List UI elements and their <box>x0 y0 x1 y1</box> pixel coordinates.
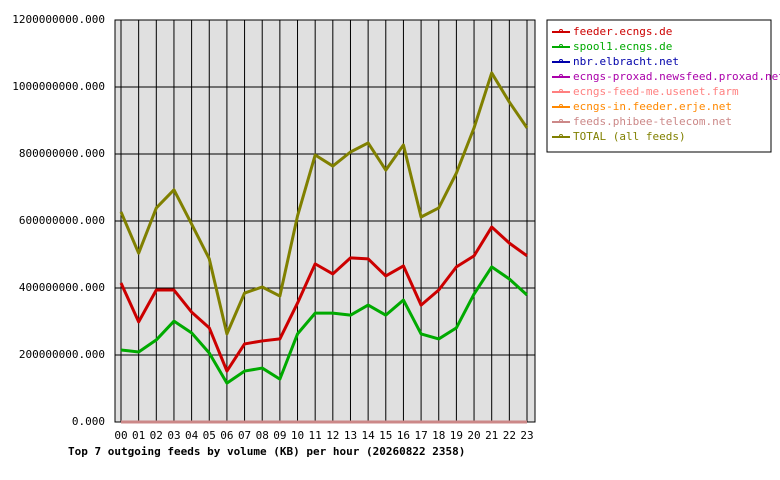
legend-marker <box>559 59 563 63</box>
x-tick-label: 10 <box>291 429 304 442</box>
legend-label: ecngs-feed-me.usenet.farm <box>573 85 739 98</box>
x-tick-label: 08 <box>256 429 269 442</box>
legend-label: ecngs-in.feeder.erje.net <box>573 100 732 113</box>
x-tick-label: 16 <box>397 429 410 442</box>
legend-label: TOTAL (all feeds) <box>573 130 686 143</box>
y-tick-label: 0.000 <box>72 415 105 428</box>
legend-marker <box>559 119 563 123</box>
x-tick-label: 01 <box>132 429 145 442</box>
legend-label: ecngs-proxad.newsfeed.proxad.net <box>573 70 780 83</box>
x-tick-label: 20 <box>467 429 480 442</box>
y-tick-label: 600000000.000 <box>19 214 105 227</box>
x-tick-label: 15 <box>379 429 392 442</box>
y-tick-label: 800000000.000 <box>19 147 105 160</box>
x-tick-label: 12 <box>326 429 339 442</box>
series-line <box>119 225 528 373</box>
x-tick-label: 14 <box>362 429 376 442</box>
series-line <box>120 265 529 385</box>
y-tick-label: 400000000.000 <box>19 281 105 294</box>
x-tick-label: 23 <box>520 429 533 442</box>
series-line <box>119 71 529 336</box>
x-tick-label: 07 <box>238 429 251 442</box>
x-tick-label: 06 <box>220 429 233 442</box>
x-tick-label: 13 <box>344 429 357 442</box>
legend-box <box>546 19 772 153</box>
x-tick-label: 11 <box>309 429 322 442</box>
legend-label: nbr.elbracht.net <box>573 55 679 68</box>
x-tick-label: 02 <box>150 429 163 442</box>
x-tick-label: 17 <box>414 429 427 442</box>
x-tick-label: 00 <box>114 429 127 442</box>
legend-marker <box>559 134 563 138</box>
legend-marker <box>559 74 563 78</box>
y-tick-label: 1000000000.000 <box>12 80 105 93</box>
x-tick-label: 03 <box>167 429 180 442</box>
legend-label: spool1.ecngs.de <box>573 40 672 53</box>
legend-marker <box>559 104 563 108</box>
legend-label: feeds.phibee-telecom.net <box>573 115 732 128</box>
x-tick-label: 09 <box>273 429 286 442</box>
x-tick-label: 18 <box>432 429 445 442</box>
x-tick-label: 05 <box>203 429 216 442</box>
x-tick-label: 19 <box>450 429 463 442</box>
legend-label: feeder.ecngs.de <box>573 25 672 38</box>
legend-marker <box>559 29 563 33</box>
y-tick-label: 1200000000.000 <box>12 13 105 26</box>
legend-marker <box>559 89 563 93</box>
x-tick-label: 04 <box>185 429 199 442</box>
chart-title: Top 7 outgoing feeds by volume (KB) per … <box>68 445 465 458</box>
x-tick-label: 21 <box>485 429 498 442</box>
x-tick-label: 22 <box>503 429 516 442</box>
y-tick-label: 200000000.000 <box>19 348 105 361</box>
legend-marker <box>559 44 563 48</box>
